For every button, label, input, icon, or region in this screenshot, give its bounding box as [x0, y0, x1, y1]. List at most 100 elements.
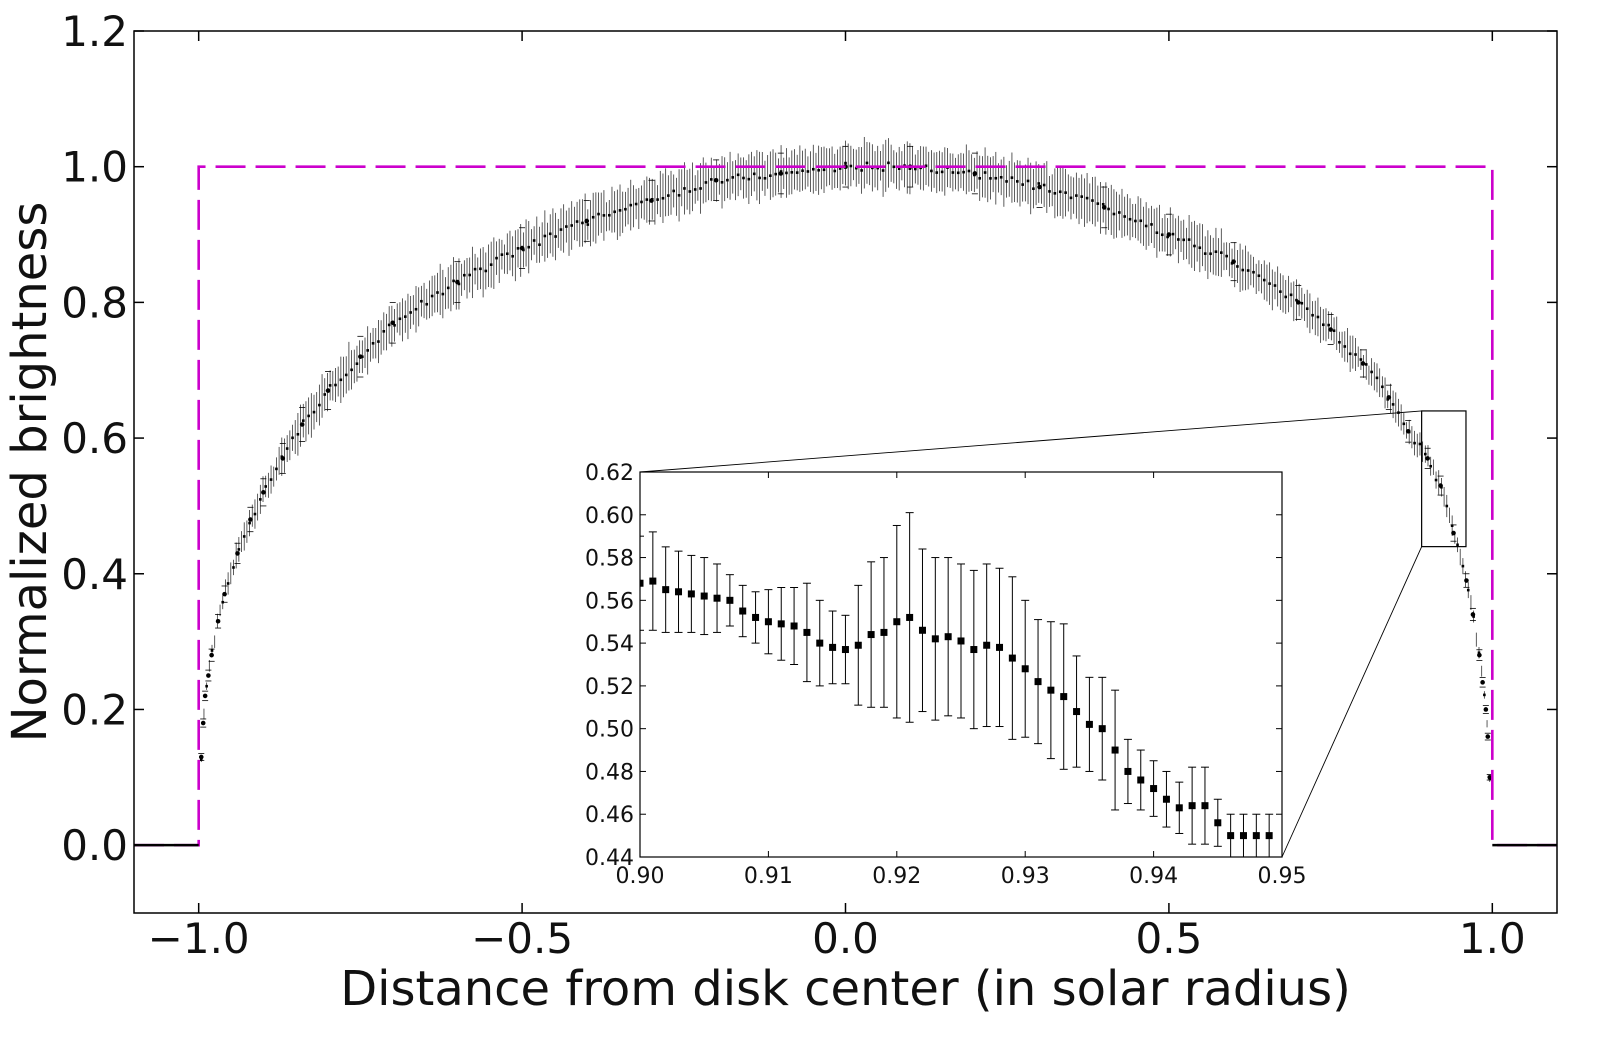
profile-point	[1348, 352, 1352, 356]
profile-points	[198, 145, 1493, 781]
profile-point	[978, 177, 982, 180]
profile-point	[634, 202, 638, 206]
profile-point	[956, 171, 960, 175]
profile-marker	[1480, 680, 1485, 685]
profile-point	[1295, 298, 1298, 302]
inset-point	[1060, 693, 1068, 701]
profile-point	[656, 198, 659, 201]
profile-point	[629, 203, 633, 207]
inset-points	[640, 512, 1274, 857]
profile-point	[414, 307, 418, 311]
profile-marker	[280, 456, 286, 461]
inset-point	[1073, 708, 1081, 716]
profile-point	[312, 410, 316, 414]
profile-point	[1080, 195, 1084, 198]
profile-point	[586, 223, 590, 226]
inset-point	[931, 635, 939, 643]
y-tick-label: 0.2	[61, 685, 128, 734]
profile-point	[543, 234, 547, 238]
profile-point	[1085, 196, 1089, 200]
profile-point	[1375, 376, 1379, 380]
inset-x-tick-label: 0.94	[1129, 864, 1178, 889]
profile-point	[1010, 176, 1014, 179]
profile-point	[602, 214, 606, 217]
profile-point	[677, 194, 681, 197]
profile-point	[570, 224, 574, 227]
profile-marker	[235, 551, 240, 556]
profile-point	[1252, 270, 1255, 274]
profile-point	[672, 189, 676, 193]
profile-point	[667, 194, 670, 197]
profile-point	[1477, 651, 1481, 655]
inset-point	[841, 646, 849, 654]
profile-point	[393, 324, 396, 327]
inset-point	[1008, 654, 1016, 662]
inset-point	[957, 637, 965, 645]
profile-marker	[1485, 734, 1491, 739]
profile-marker	[1166, 232, 1172, 237]
inset-point	[1034, 678, 1042, 686]
profile-marker	[206, 673, 211, 678]
inset-point	[1188, 802, 1196, 810]
x-tick-label: 0.0	[812, 914, 879, 963]
y-tick-label: 0.6	[61, 414, 128, 463]
profile-point	[1187, 238, 1191, 241]
profile-point	[505, 252, 509, 256]
profile-point	[511, 254, 514, 258]
profile-point	[1037, 182, 1041, 185]
profile-point	[1300, 301, 1304, 305]
profile-point	[296, 432, 300, 436]
inset-point	[777, 620, 785, 628]
profile-point	[1053, 192, 1057, 195]
profile-point	[645, 198, 649, 201]
profile-point	[1117, 211, 1121, 214]
inset-point	[1265, 832, 1273, 840]
inset-point	[764, 618, 772, 626]
inset-point	[996, 643, 1004, 651]
inset-point	[675, 588, 683, 596]
inset-point	[1021, 665, 1029, 673]
profile-point	[704, 181, 708, 184]
profile-point	[1198, 246, 1202, 250]
profile-point	[409, 311, 412, 314]
profile-marker	[778, 171, 784, 176]
profile-point	[607, 213, 611, 217]
profile-point	[1284, 295, 1288, 299]
inset-point	[918, 626, 926, 634]
profile-point	[1257, 274, 1261, 278]
profile-marker	[972, 171, 978, 176]
profile-point	[425, 302, 429, 306]
inset-point	[713, 594, 721, 602]
profile-point	[833, 169, 837, 173]
profile-point	[1123, 215, 1126, 218]
inset-point	[1175, 804, 1183, 812]
profile-point	[1160, 233, 1164, 237]
inset-point	[1252, 832, 1260, 840]
x-tick-label: 0.5	[1136, 914, 1203, 963]
profile-point	[618, 209, 622, 212]
profile-point	[699, 187, 702, 190]
profile-point	[334, 383, 337, 387]
profile-point	[1466, 588, 1470, 592]
profile-marker	[248, 517, 253, 522]
profile-marker	[455, 279, 460, 285]
x-tick-label: −0.5	[471, 914, 573, 963]
profile-point	[1042, 183, 1046, 187]
inset-point	[1227, 832, 1235, 840]
profile-point	[1026, 179, 1030, 183]
profile-point	[1058, 190, 1062, 194]
profile-point	[924, 164, 928, 168]
profile-marker	[1386, 395, 1392, 400]
inset-y-tick-label: 0.48	[585, 760, 634, 785]
profile-point	[1338, 340, 1341, 344]
profile-point	[624, 207, 627, 211]
profile-point	[1075, 194, 1078, 197]
profile-point	[1305, 307, 1309, 311]
x-tick-label: −1.0	[148, 914, 250, 963]
inset-y-tick-label: 0.50	[585, 718, 634, 743]
profile-point	[516, 247, 520, 250]
profile-point	[1128, 217, 1132, 221]
profile-point	[398, 317, 402, 321]
profile-marker	[1405, 428, 1411, 434]
profile-marker	[1438, 483, 1443, 488]
